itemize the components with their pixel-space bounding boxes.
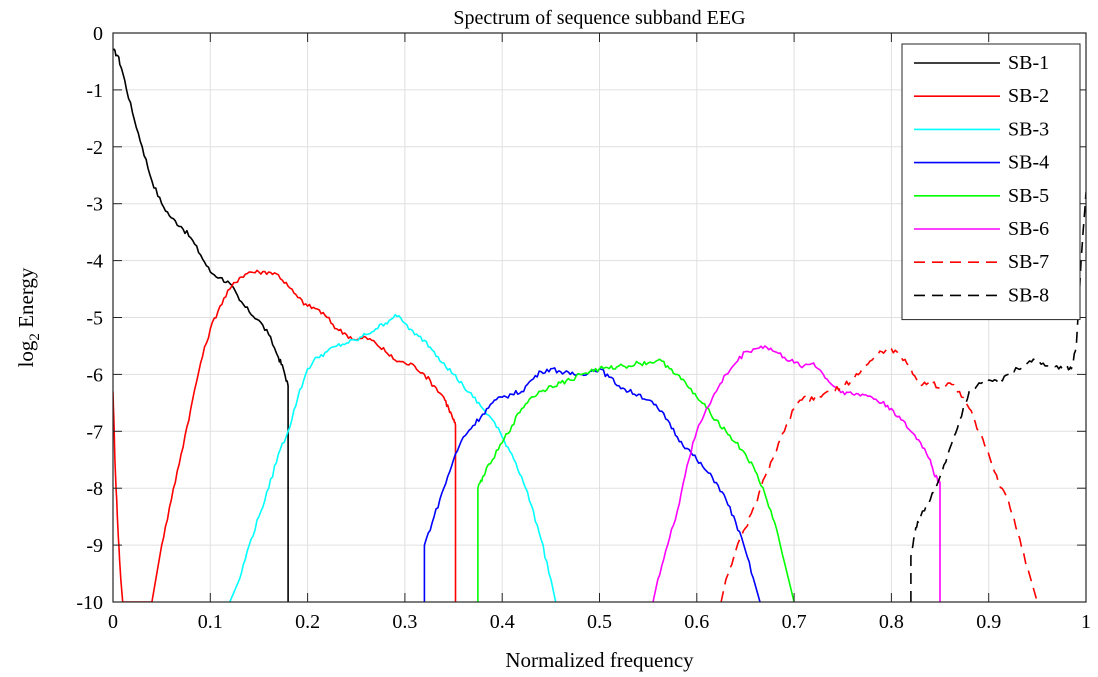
x-tick-label: 0.1 [198,611,223,633]
legend-label: SB-4 [1008,152,1049,174]
y-tick-label: -5 [86,308,103,330]
series-line-sb-1 [113,48,289,602]
x-tick-labels: 0 0.1 0.2 0.3 0.4 0.5 0.6 0.7 0.8 0.9 1 [108,611,1091,633]
x-tick-label: 0 [108,611,118,633]
x-tick-label: 0.2 [295,611,320,633]
legend-box [901,43,1081,321]
y-tick-label: -1 [86,80,103,102]
y-axis-label-suffix: Energy [14,267,38,333]
x-tick-label: 0.8 [879,611,904,633]
y-tick-label: 0 [93,23,103,45]
series-line-sb-5 [477,358,795,602]
chart-title: Spectrum of sequence subband EEG [453,7,745,29]
y-tick-labels: 0 -1 -2 -3 -4 -5 -6 -7 -8 -9 -10 [76,23,103,614]
x-tick-label: 0.3 [392,611,417,633]
series-line-sb-3 [229,313,557,602]
legend-label: SB-8 [1008,284,1049,306]
y-tick-label: -8 [86,478,103,500]
y-axis-label-subscript: 2 [27,333,43,341]
series-line-sb-8 [910,192,1086,602]
y-axis-label-main: log [14,340,38,367]
legend-label: SB-1 [1008,52,1049,74]
y-tick-label: -6 [86,364,103,386]
y-tick-label: -7 [86,421,103,443]
y-tick-label: -3 [86,194,103,216]
x-tick-label: 0.6 [684,611,709,633]
x-axis-label: Normalized frequency [505,648,694,672]
y-tick-label: -9 [86,535,103,557]
series-line-sb-7 [720,347,1039,602]
legend-label: SB-7 [1008,251,1049,273]
x-tick-label: 0.7 [782,611,807,633]
legend-label: SB-2 [1008,85,1049,107]
legend-label: SB-6 [1008,218,1049,240]
legend-label: SB-3 [1008,118,1049,140]
series-line-sb-6 [652,345,941,602]
x-tick-label: 0.9 [976,611,1001,633]
y-tick-label: -4 [86,251,103,273]
legend-label: SB-5 [1008,185,1049,207]
y-axis-label: log2 Energy [14,267,43,367]
x-tick-label: 0.4 [490,611,515,633]
x-tick-label: 0.5 [587,611,612,633]
y-tick-label: -2 [86,137,103,159]
legend: SB-1 SB-2 SB-3 SB-4 SB-5 SB-6 SB-7 SB-8 [901,43,1081,321]
plot-lines [113,48,1086,602]
series-line-sb-2 [113,269,457,602]
y-tick-label: -10 [76,592,103,614]
x-tick-label: 1 [1081,611,1091,633]
